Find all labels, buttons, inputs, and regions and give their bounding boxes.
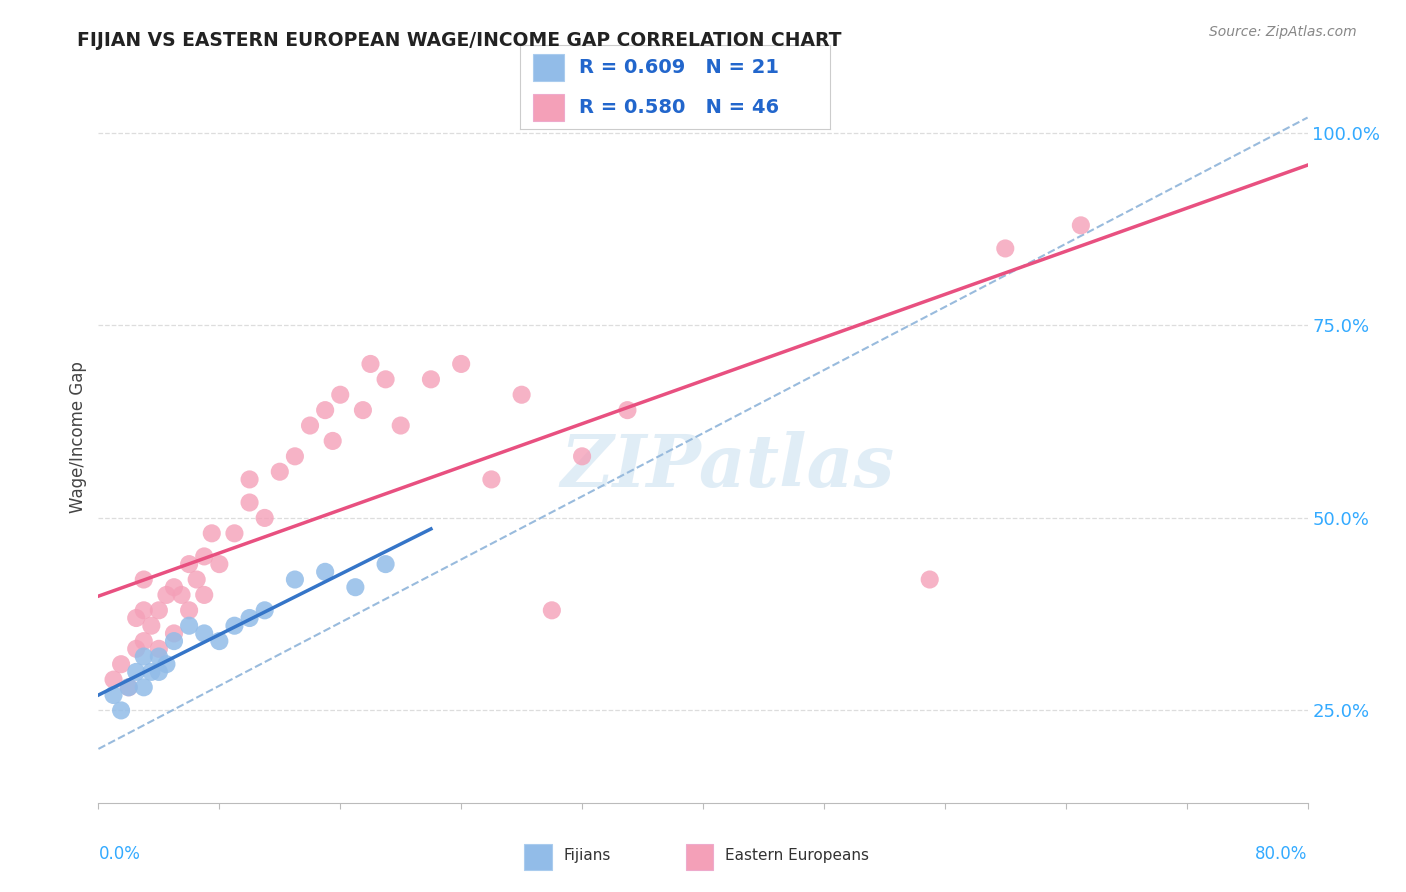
Point xyxy=(352,403,374,417)
Point xyxy=(1070,219,1092,233)
Point xyxy=(132,634,155,648)
Point xyxy=(510,388,533,402)
Text: Fijians: Fijians xyxy=(564,848,610,863)
FancyBboxPatch shape xyxy=(686,844,713,870)
Point xyxy=(163,634,186,648)
Point xyxy=(103,673,125,687)
Point xyxy=(253,603,276,617)
Point xyxy=(239,472,262,486)
Point xyxy=(616,403,638,417)
Point xyxy=(179,557,201,571)
Point xyxy=(208,634,231,648)
Point xyxy=(314,403,336,417)
Text: FIJIAN VS EASTERN EUROPEAN WAGE/INCOME GAP CORRELATION CHART: FIJIAN VS EASTERN EUROPEAN WAGE/INCOME G… xyxy=(77,31,842,50)
Point xyxy=(179,603,201,617)
Point xyxy=(148,641,170,656)
Point xyxy=(571,450,593,464)
Point xyxy=(239,611,262,625)
Point xyxy=(170,588,193,602)
Point xyxy=(284,450,307,464)
Text: 0.0%: 0.0% xyxy=(98,845,141,863)
Text: Source: ZipAtlas.com: Source: ZipAtlas.com xyxy=(1209,25,1357,39)
Point xyxy=(186,573,208,587)
Point xyxy=(994,242,1017,256)
Point xyxy=(110,703,132,717)
Point xyxy=(374,372,396,386)
Point xyxy=(132,603,155,617)
Point xyxy=(193,588,215,602)
Point xyxy=(481,472,503,486)
Text: 80.0%: 80.0% xyxy=(1256,845,1308,863)
Point xyxy=(103,688,125,702)
Text: ZIPatlas: ZIPatlas xyxy=(560,431,894,502)
Point xyxy=(118,681,141,695)
Point xyxy=(132,681,155,695)
Text: R = 0.609   N = 21: R = 0.609 N = 21 xyxy=(579,58,779,77)
Point xyxy=(155,657,177,672)
Point xyxy=(125,665,148,679)
Point xyxy=(193,626,215,640)
FancyBboxPatch shape xyxy=(533,94,564,120)
Point xyxy=(322,434,344,448)
Point xyxy=(239,495,262,509)
Point xyxy=(299,418,322,433)
Point xyxy=(201,526,224,541)
Text: Eastern Europeans: Eastern Europeans xyxy=(725,848,869,863)
Point xyxy=(110,657,132,672)
Point xyxy=(163,626,186,640)
Text: R = 0.580   N = 46: R = 0.580 N = 46 xyxy=(579,98,779,117)
Point xyxy=(163,580,186,594)
Point xyxy=(148,649,170,664)
Point xyxy=(420,372,443,386)
FancyBboxPatch shape xyxy=(524,844,551,870)
Point xyxy=(329,388,352,402)
Point xyxy=(253,511,276,525)
Point xyxy=(193,549,215,564)
Point xyxy=(224,618,246,632)
Point xyxy=(148,603,170,617)
Point xyxy=(141,665,163,679)
Point xyxy=(269,465,291,479)
Point xyxy=(360,357,382,371)
FancyBboxPatch shape xyxy=(533,54,564,81)
Point xyxy=(148,665,170,679)
Point xyxy=(132,649,155,664)
Point xyxy=(179,618,201,632)
Point xyxy=(155,588,177,602)
Point xyxy=(125,611,148,625)
Point xyxy=(450,357,472,371)
Point xyxy=(118,681,141,695)
Point xyxy=(284,573,307,587)
Point xyxy=(918,573,941,587)
Y-axis label: Wage/Income Gap: Wage/Income Gap xyxy=(69,361,87,513)
Point xyxy=(389,418,412,433)
Point xyxy=(314,565,336,579)
Point xyxy=(224,526,246,541)
Point xyxy=(141,618,163,632)
Point xyxy=(540,603,562,617)
Point xyxy=(208,557,231,571)
Point xyxy=(125,641,148,656)
Point xyxy=(132,573,155,587)
Point xyxy=(374,557,396,571)
Point xyxy=(344,580,367,594)
